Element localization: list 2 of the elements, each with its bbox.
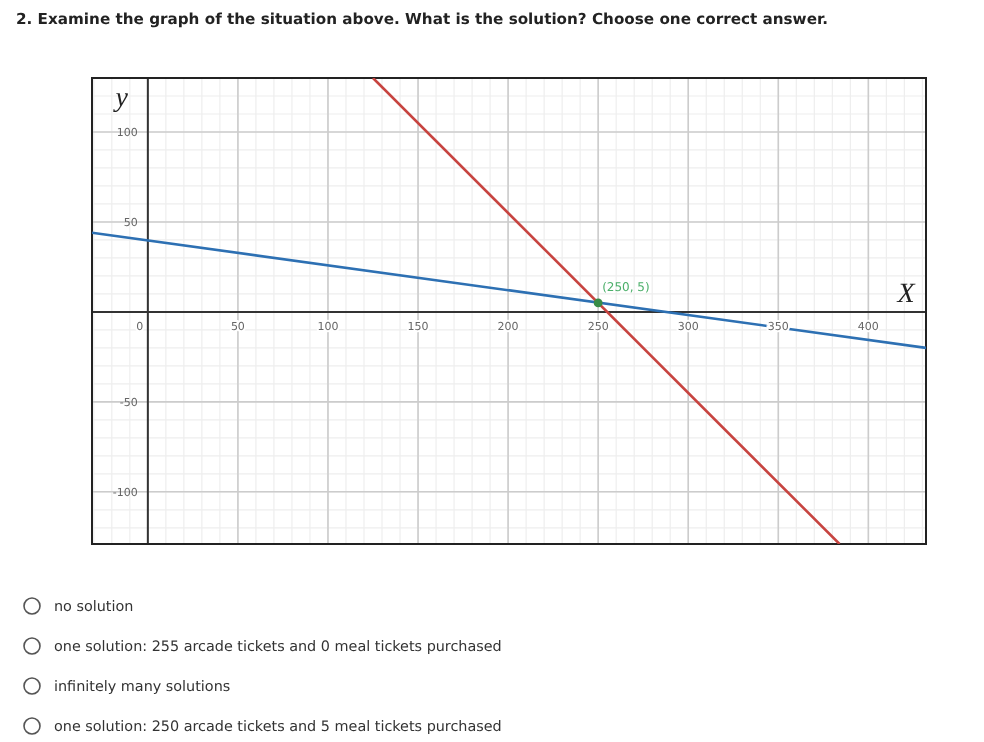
y-axis-title: y [111,84,130,114]
x-axis-title: X [895,279,916,310]
